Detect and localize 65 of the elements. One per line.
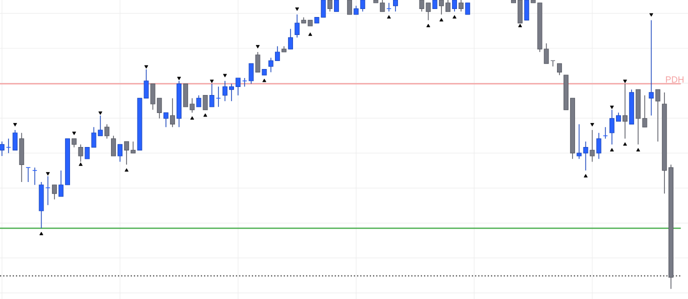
- candlestick: [419, 0, 424, 12]
- candlestick: [78, 144, 84, 162]
- candlestick: [202, 95, 208, 110]
- point: [623, 142, 627, 146]
- point: [190, 116, 194, 120]
- point: [39, 232, 44, 236]
- point: [439, 18, 444, 22]
- candlestick: [596, 132, 602, 160]
- point: [584, 174, 588, 178]
- candlestick: [622, 83, 628, 140]
- point: [623, 80, 627, 84]
- candlestick: [118, 144, 122, 162]
- point: [13, 123, 18, 126]
- candlestick: [144, 68, 149, 99]
- point: [518, 24, 522, 28]
- candlestick: [196, 94, 202, 108]
- candlestick: [288, 28, 294, 50]
- ref-line-label: PDH: [666, 76, 684, 83]
- candlestick: [170, 98, 175, 128]
- candlestick: [452, 0, 457, 12]
- point: [610, 106, 614, 110]
- candlestick: [393, 0, 398, 12]
- point: [590, 123, 594, 126]
- candlestick: [334, 0, 339, 12]
- candlestick: [655, 89, 660, 142]
- point: [177, 76, 181, 80]
- candlestick: [347, 0, 352, 15]
- point: [295, 7, 300, 11]
- point: [636, 148, 640, 152]
- point: [308, 32, 312, 36]
- candlestick: [84, 146, 90, 160]
- point: [452, 15, 456, 19]
- candlestick: [426, 2, 431, 21]
- candlestick: [32, 167, 38, 186]
- point: [46, 172, 50, 176]
- point: [78, 162, 83, 166]
- candlestick: [648, 20, 654, 116]
- point: [610, 148, 614, 152]
- point: [98, 111, 102, 115]
- candlestick: [163, 112, 168, 128]
- candlestick: [12, 130, 18, 151]
- point: [649, 13, 654, 17]
- candlestick: [111, 135, 116, 156]
- point: [144, 65, 148, 69]
- candlestick: [590, 130, 595, 162]
- point: [210, 80, 214, 84]
- candlestick: [255, 52, 260, 73]
- point: [262, 78, 266, 82]
- candlestick: [294, 14, 300, 38]
- point: [426, 24, 430, 28]
- point: [256, 45, 260, 48]
- point: [203, 113, 208, 117]
- candlestick: [524, 0, 530, 21]
- candlestick: [26, 167, 31, 182]
- point: [72, 132, 76, 136]
- candlestick: [0, 141, 4, 156]
- candlestick: [556, 63, 562, 76]
- point: [223, 74, 227, 78]
- point: [124, 168, 129, 172]
- candlestick: [465, 2, 470, 15]
- candlestick: [327, 0, 332, 12]
- candlestick: [52, 184, 57, 200]
- point: [387, 15, 391, 19]
- candlestick: [458, 0, 464, 12]
- candlestick: [104, 124, 110, 140]
